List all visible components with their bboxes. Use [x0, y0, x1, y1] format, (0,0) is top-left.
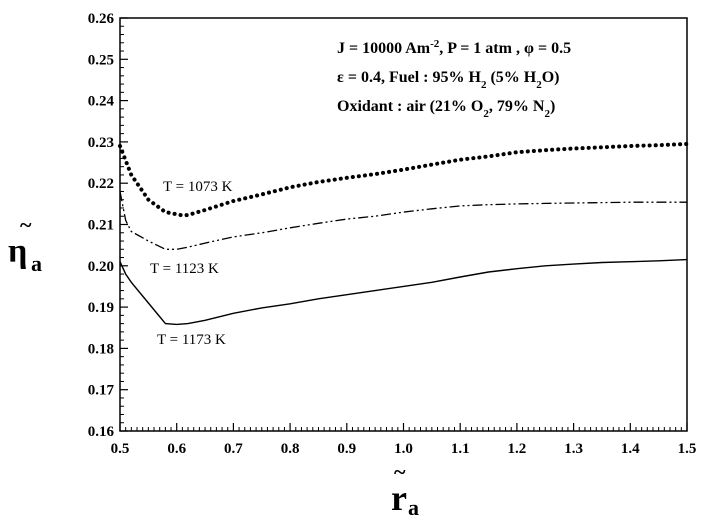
y-axis-title: ~ η a — [8, 212, 42, 276]
y-tick-label: 0.21 — [88, 218, 114, 234]
x-axis-title-subscript: a — [408, 495, 419, 520]
x-tick-label: 1.3 — [564, 441, 583, 457]
x-tick-label: 1.5 — [678, 441, 697, 457]
x-tick-label: 1.0 — [394, 441, 413, 457]
y-tick-label: 0.18 — [88, 341, 114, 357]
annotation-line-2: ε = 0.4, Fuel : 95% H2 (5% H2O) — [337, 69, 560, 91]
y-tick-label: 0.24 — [88, 94, 115, 110]
series-label-1073: T = 1073 K — [163, 179, 233, 195]
y-tick-label: 0.20 — [88, 259, 114, 275]
y-tick-label: 0.19 — [88, 300, 114, 316]
y-tick-labels: 0.16 0.17 0.18 0.19 0.20 0.21 0.22 0.23 0.24 0.25… — [88, 11, 115, 440]
x-tick-label: 1.1 — [451, 441, 470, 457]
y-tick-label: 0.25 — [88, 52, 114, 68]
annotation-line-3: Oxidant : air (21% O2, 79% N2) — [337, 98, 555, 120]
y-tick-label: 0.22 — [88, 176, 114, 192]
x-axis-title-symbol: r — [391, 478, 407, 518]
y-axis-title-symbol: η — [8, 233, 27, 270]
series-line-1 — [119, 191, 687, 250]
y-tick-label: 0.17 — [88, 383, 115, 399]
y-axis-title-subscript: a — [31, 251, 42, 276]
x-tick-labels: 0.5 0.6 0.7 0.8 0.9 1.0 1.1 1.2 1.3 1.4 1.5 — [111, 441, 697, 457]
series-line-0 — [118, 142, 689, 218]
y-tick-label: 0.26 — [88, 11, 115, 27]
x-tick-label: 0.5 — [111, 441, 130, 457]
series-label-1173: T = 1173 K — [157, 332, 226, 348]
plot-frame — [119, 17, 688, 432]
x-tick-label: 0.9 — [337, 441, 356, 457]
y-tick-label: 0.16 — [88, 424, 115, 440]
y-tick-label: 0.23 — [88, 135, 114, 151]
x-tick-label: 1.4 — [621, 441, 640, 457]
x-tick-label: 0.8 — [281, 441, 300, 457]
x-axis-title: ~ r a — [391, 459, 419, 520]
series-label-1123: T = 1123 K — [150, 261, 219, 277]
annotation-line-1: J = 10000 Am-2, P = 1 atm , φ = 0.5 — [337, 38, 571, 57]
y-axis-title-tilde: ~ — [20, 212, 32, 237]
x-tick-label: 0.6 — [167, 441, 186, 457]
x-tick-label: 1.2 — [508, 441, 527, 457]
x-tick-label: 0.7 — [224, 441, 243, 457]
series-line-2 — [119, 258, 688, 326]
series-layer — [118, 142, 689, 326]
x-axis-title-tilde: ~ — [394, 459, 406, 484]
